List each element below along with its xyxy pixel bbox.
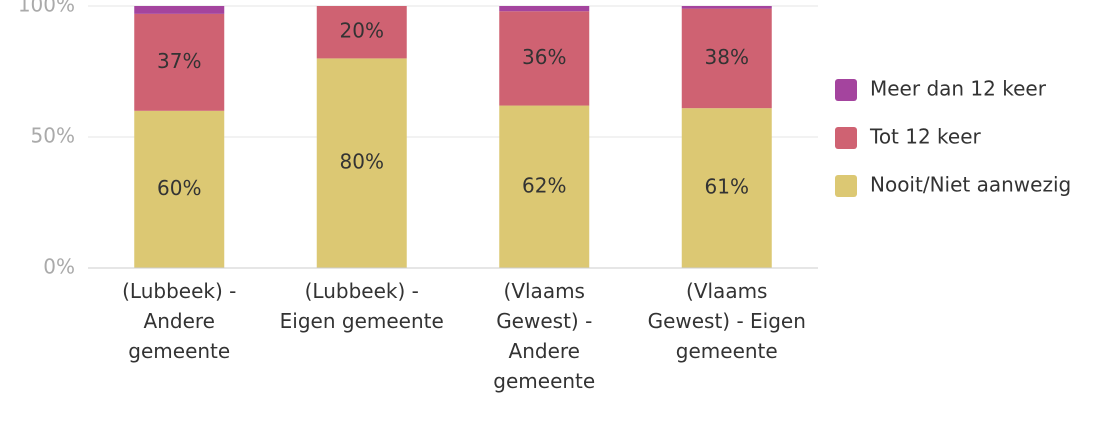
x-tick-label: (Lubbeek) - Eigen gemeente xyxy=(279,279,444,333)
legend-label: Meer dan 12 keer xyxy=(870,77,1047,101)
data-label: 37% xyxy=(157,49,201,73)
data-label: 60% xyxy=(157,176,201,200)
bar-segment xyxy=(134,6,225,14)
bar-segment xyxy=(499,105,590,268)
bar-segment xyxy=(134,13,225,111)
bar-segment xyxy=(681,6,772,9)
legend-label: Tot 12 keer xyxy=(869,125,982,149)
data-label: 36% xyxy=(522,45,566,69)
data-label: 20% xyxy=(340,19,384,43)
bar-segment xyxy=(316,6,407,59)
data-label: 38% xyxy=(705,45,749,69)
data-label: 62% xyxy=(522,173,566,197)
legend-swatch xyxy=(835,175,857,197)
legend-label: Nooit/Niet aanwezig xyxy=(870,173,1071,197)
bar-segment xyxy=(499,11,590,106)
bar-segment xyxy=(499,6,590,12)
y-tick-label: 0% xyxy=(43,255,75,279)
legend-swatch xyxy=(835,127,857,149)
data-label: 61% xyxy=(705,175,749,199)
legend-swatch xyxy=(835,79,857,101)
x-tick-label: (Vlaams Gewest) - Andere gemeente xyxy=(493,279,596,393)
bar-segment xyxy=(681,108,772,269)
x-tick-label: (Vlaams Gewest) - Eigen gemeente xyxy=(647,279,806,363)
bar-segment xyxy=(681,8,772,109)
bar-segment xyxy=(134,110,225,268)
y-tick-label: 100% xyxy=(18,0,75,17)
bar-segment xyxy=(316,58,407,269)
data-label: 80% xyxy=(340,150,384,174)
y-tick-label: 50% xyxy=(31,124,75,148)
x-tick-label: (Lubbeek) - Andere gemeente xyxy=(122,279,237,363)
